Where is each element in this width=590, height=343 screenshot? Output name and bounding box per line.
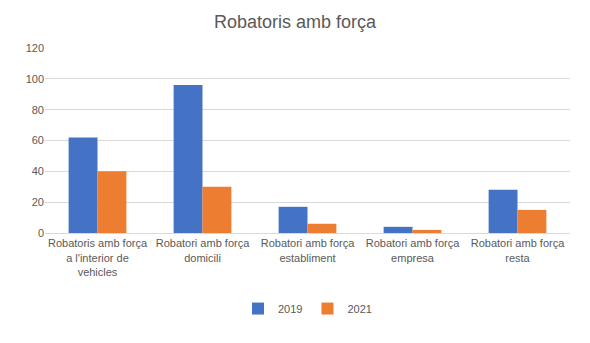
svg-text:Robatori amb forçaempresa: Robatori amb forçaempresa — [366, 237, 460, 263]
svg-text:Robatori amb forçaestabliment: Robatori amb forçaestabliment — [261, 237, 355, 263]
svg-text:2021: 2021 — [347, 303, 371, 315]
svg-text:20: 20 — [32, 196, 44, 208]
svg-text:Robatori amb forçadomicili: Robatori amb forçadomicili — [156, 237, 250, 263]
svg-text:80: 80 — [32, 104, 44, 116]
svg-text:0: 0 — [38, 227, 44, 239]
svg-text:60: 60 — [32, 134, 44, 146]
svg-text:Robatoris amb força: Robatoris amb força — [214, 12, 377, 32]
svg-text:40: 40 — [32, 165, 44, 177]
svg-text:100: 100 — [26, 73, 44, 85]
svg-text:120: 120 — [26, 42, 44, 54]
svg-text:Robatori amb forçaresta: Robatori amb forçaresta — [471, 237, 565, 263]
svg-text:Robatoris amb forçaa l'interio: Robatoris amb forçaa l'interior devehicl… — [48, 237, 148, 278]
svg-text:2019: 2019 — [278, 303, 302, 315]
